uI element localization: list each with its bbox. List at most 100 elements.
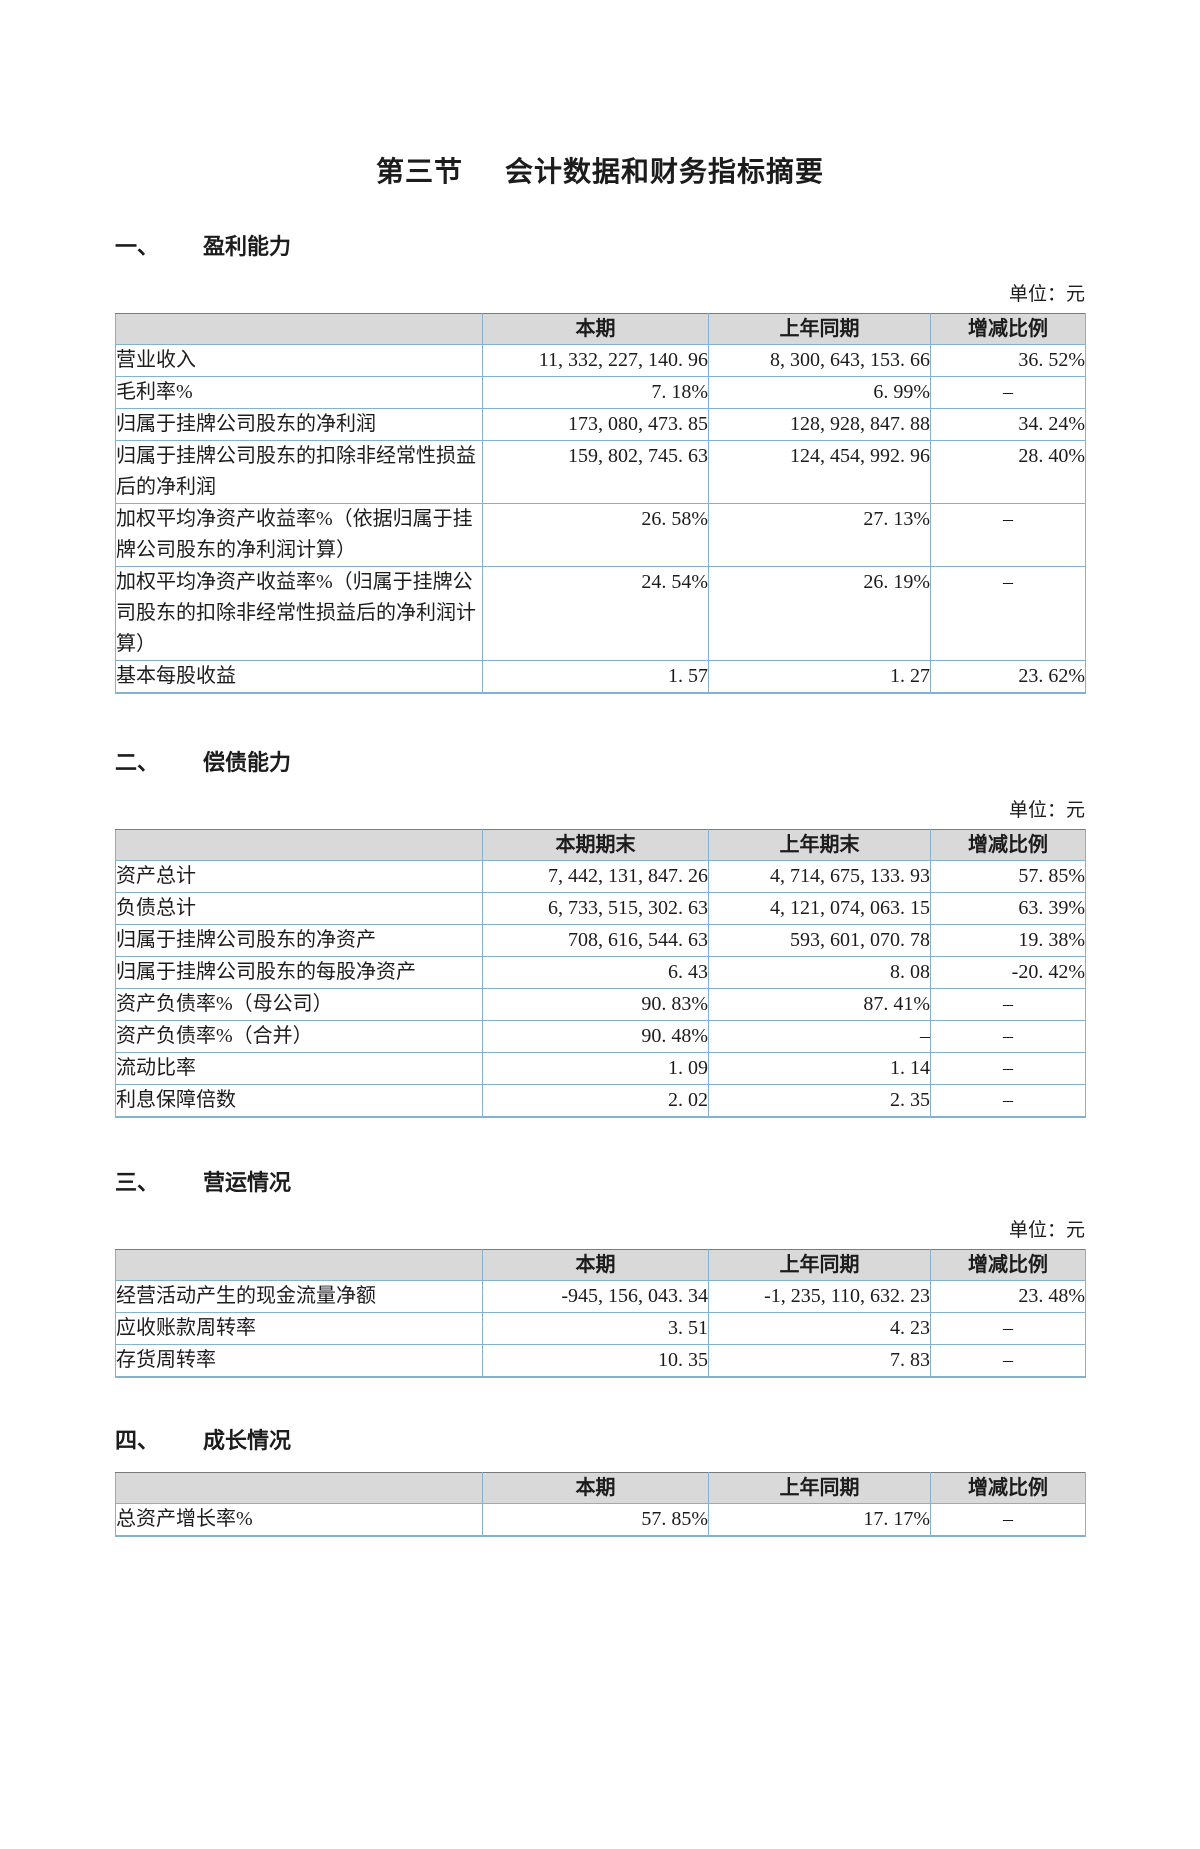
row-label: 总资产增长率% [115,1503,483,1537]
value-prior: 2. 35 [708,1084,931,1118]
section-heading-operations: 三、 营运情况 [115,1168,1085,1198]
value-prior: 7. 83 [708,1344,931,1378]
value-change: -20. 42% [930,956,1086,989]
table-row: 归属于挂牌公司股东的每股净资产 6. 43 8. 08 -20. 42% [115,956,1086,989]
value-change: 19. 38% [930,924,1086,957]
value-current: 2. 02 [482,1084,709,1118]
value-prior: 87. 41% [708,988,931,1021]
value-change: 23. 48% [930,1280,1086,1313]
value-current: 11, 332, 227, 140. 96 [482,344,709,377]
value-change: – [930,566,1086,661]
table-row: 基本每股收益 1. 57 1. 27 23. 62% [115,660,1086,694]
solvency-table: 本期期末 上年期末 增减比例 资产总计 7, 442, 131, 847. 26… [115,829,1086,1118]
row-label: 资产负债率%（合并） [115,1020,483,1053]
section-number: 二、 [115,750,160,775]
section-title: 营运情况 [203,1170,292,1195]
value-prior: 8, 300, 643, 153. 66 [708,344,931,377]
table-row: 利息保障倍数 2. 02 2. 35 – [115,1084,1086,1118]
row-label: 资产总计 [115,860,483,893]
col-header-prior: 上年同期 [708,313,931,345]
value-prior: 4, 714, 675, 133. 93 [708,860,931,893]
growth-table: 本期 上年同期 增减比例 总资产增长率% 57. 85% 17. 17% – [115,1472,1086,1537]
profitability-table: 本期 上年同期 增减比例 营业收入 11, 332, 227, 140. 96 … [115,313,1086,694]
table-row: 应收账款周转率 3. 51 4. 23 – [115,1312,1086,1345]
table-row: 资产负债率%（合并） 90. 48% – – [115,1020,1086,1053]
value-current: 26. 58% [482,503,709,567]
unit-label: 单位：元 [1008,1220,1085,1241]
value-change: 34. 24% [930,408,1086,441]
table-row: 加权平均净资产收益率%（归属于挂牌公司股东的扣除非经常性损益后的净利润计算） 2… [115,566,1086,661]
row-label: 归属于挂牌公司股东的每股净资产 [115,956,483,989]
col-header-prior: 上年同期 [708,1472,931,1504]
table-row: 归属于挂牌公司股东的净资产 708, 616, 544. 63 593, 601… [115,924,1086,957]
table-row: 毛利率% 7. 18% 6. 99% – [115,376,1086,409]
section-number: 四、 [115,1428,160,1453]
section-number: 一、 [115,234,160,259]
page-title: 第三节 会计数据和财务指标摘要 [115,152,1085,192]
value-change: 28. 40% [930,440,1086,504]
value-current: 159, 802, 745. 63 [482,440,709,504]
col-header-change: 增减比例 [930,1249,1086,1281]
value-current: 7. 18% [482,376,709,409]
value-current: 1. 09 [482,1052,709,1085]
value-prior: 4. 23 [708,1312,931,1345]
col-header-change: 增减比例 [930,829,1086,861]
value-current: 173, 080, 473. 85 [482,408,709,441]
table-row: 归属于挂牌公司股东的扣除非经常性损益后的净利润 159, 802, 745. 6… [115,440,1086,504]
value-prior: 27. 13% [708,503,931,567]
value-change: – [930,1020,1086,1053]
unit-label: 单位：元 [1008,800,1085,821]
value-change: – [930,988,1086,1021]
section-title: 成长情况 [203,1428,292,1453]
col-header-change: 增减比例 [930,1472,1086,1504]
table-row: 资产总计 7, 442, 131, 847. 26 4, 714, 675, 1… [115,860,1086,893]
value-change: – [930,1344,1086,1378]
value-current: 1. 57 [482,660,709,694]
col-header-current: 本期 [482,1249,709,1281]
value-current: 3. 51 [482,1312,709,1345]
row-label: 加权平均净资产收益率%（依据归属于挂牌公司股东的净利润计算） [115,503,483,567]
col-header-metric [115,1472,483,1504]
value-prior: 26. 19% [708,566,931,661]
page-title-text: 会计数据和财务指标摘要 [505,156,825,187]
value-current: 7, 442, 131, 847. 26 [482,860,709,893]
value-current: -945, 156, 043. 34 [482,1280,709,1313]
value-prior: 1. 14 [708,1052,931,1085]
row-label: 资产负债率%（母公司） [115,988,483,1021]
value-prior: 128, 928, 847. 88 [708,408,931,441]
table-row: 加权平均净资产收益率%（依据归属于挂牌公司股东的净利润计算） 26. 58% 2… [115,503,1086,567]
row-label: 归属于挂牌公司股东的扣除非经常性损益后的净利润 [115,440,483,504]
table-header-row: 本期 上年同期 增减比例 [115,1472,1086,1504]
value-current: 90. 83% [482,988,709,1021]
row-label: 营业收入 [115,344,483,377]
table-row: 经营活动产生的现金流量净额 -945, 156, 043. 34 -1, 235… [115,1280,1086,1313]
value-change: – [930,1312,1086,1345]
col-header-current: 本期期末 [482,829,709,861]
row-label: 经营活动产生的现金流量净额 [115,1280,483,1313]
value-change: – [930,503,1086,567]
col-header-metric [115,313,483,345]
section-heading-growth: 四、 成长情况 [115,1426,1085,1456]
value-current: 90. 48% [482,1020,709,1053]
value-change: 57. 85% [930,860,1086,893]
table-header-row: 本期 上年同期 增减比例 [115,313,1086,345]
section-number: 三、 [115,1170,160,1195]
section-heading-solvency: 二、 偿债能力 [115,748,1085,778]
table-row: 负债总计 6, 733, 515, 302. 63 4, 121, 074, 0… [115,892,1086,925]
table-row: 存货周转率 10. 35 7. 83 – [115,1344,1086,1378]
value-prior: 6. 99% [708,376,931,409]
table-header-row: 本期期末 上年期末 增减比例 [115,829,1086,861]
value-change: – [930,1503,1086,1537]
col-header-prior: 上年期末 [708,829,931,861]
page-title-section-no: 第三节 [375,156,463,187]
value-prior: – [708,1020,931,1053]
operations-table: 本期 上年同期 增减比例 经营活动产生的现金流量净额 -945, 156, 04… [115,1249,1086,1378]
row-label: 应收账款周转率 [115,1312,483,1345]
table-row: 资产负债率%（母公司） 90. 83% 87. 41% – [115,988,1086,1021]
row-label: 归属于挂牌公司股东的净资产 [115,924,483,957]
value-change: – [930,376,1086,409]
value-current: 24. 54% [482,566,709,661]
row-label: 毛利率% [115,376,483,409]
value-prior: 124, 454, 992. 96 [708,440,931,504]
col-header-change: 增减比例 [930,313,1086,345]
